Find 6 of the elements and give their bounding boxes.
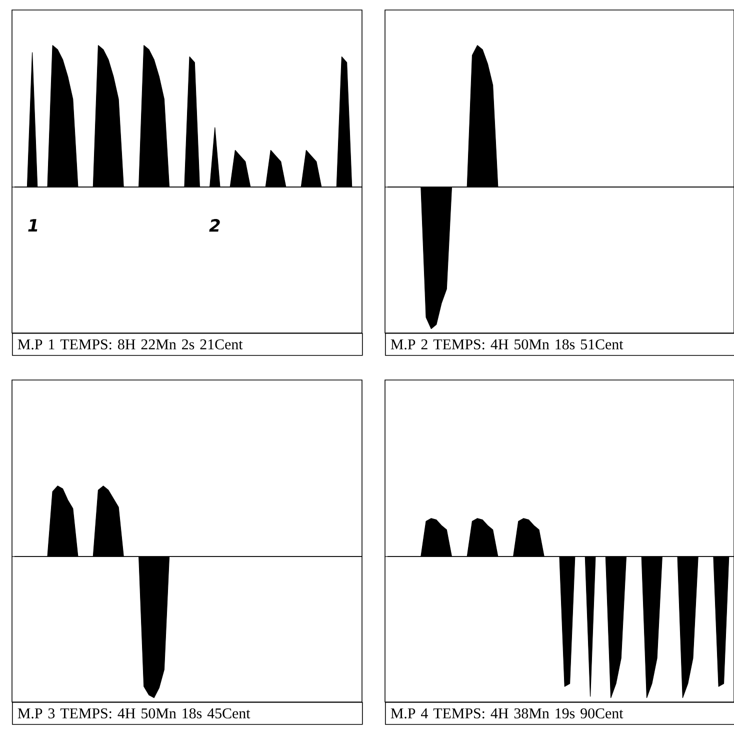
text: M.P 1 TEMPS: 8H 22Mn 2s 21Cent: [18, 339, 243, 350]
text: 1: [28, 219, 38, 232]
text: M.P 2 TEMPS: 4H 50Mn 18s 51Cent: [390, 339, 624, 350]
text: M.P 4 TEMPS: 4H 38Mn 19s 90Cent: [390, 708, 624, 718]
text: M.P 3 TEMPS: 4H 50Mn 18s 45Cent: [18, 708, 250, 718]
text: 2: [209, 219, 220, 232]
